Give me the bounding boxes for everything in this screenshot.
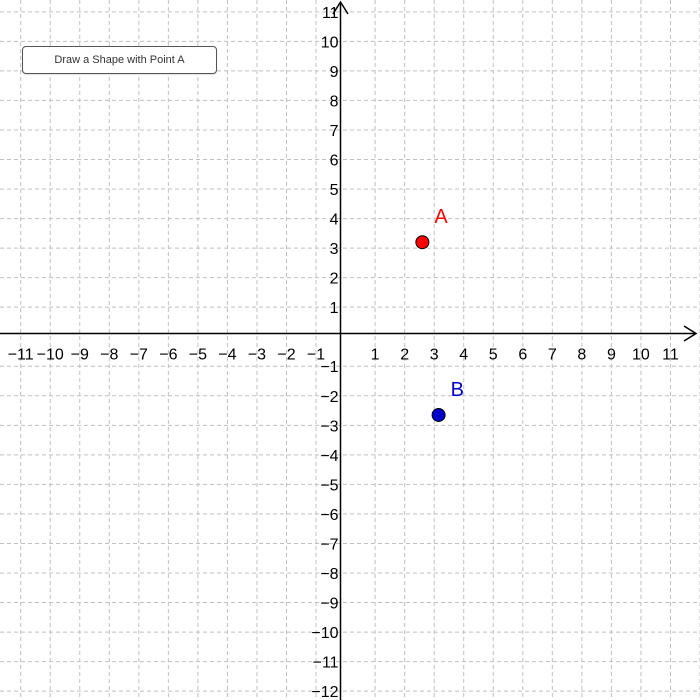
x-tick-label: −10 <box>37 347 64 364</box>
y-tick-label: 4 <box>330 212 339 229</box>
y-tick-label: −2 <box>320 389 338 406</box>
x-tick-label: −2 <box>277 347 295 364</box>
y-tick-label: −6 <box>320 507 338 524</box>
x-tick-label: −7 <box>130 347 148 364</box>
y-tick-label: 6 <box>330 152 339 169</box>
y-tick-label: 5 <box>330 182 339 199</box>
y-tick-label: 10 <box>321 34 339 51</box>
x-tick-label: −1 <box>307 347 325 364</box>
x-tick-label: 7 <box>548 347 557 364</box>
y-tick-labels: 11 10 9 8 7 6 5 4 3 2 1 −1 −2 −3 −4 −5 −6 −7 −8 −9 −10 −11 −12 <box>311 5 338 700</box>
x-tick-label: 5 <box>489 347 498 364</box>
y-tick-label: 11 <box>322 5 339 22</box>
x-tick-label: −6 <box>159 347 177 364</box>
points[interactable]: AB <box>415 206 464 422</box>
point-a[interactable] <box>415 235 430 250</box>
x-tick-label: −4 <box>218 347 236 364</box>
x-tick-label: −9 <box>71 347 89 364</box>
y-tick-label: −3 <box>320 418 338 435</box>
point-b-label: B <box>451 379 464 401</box>
y-tick-label: 8 <box>330 93 339 110</box>
y-tick-label: −12 <box>311 684 338 700</box>
x-tick-label: 6 <box>518 347 527 364</box>
point-a-label: A <box>434 206 448 228</box>
x-tick-label: 3 <box>430 347 439 364</box>
y-tick-label: 9 <box>330 64 339 81</box>
x-tick-label: 9 <box>607 347 616 364</box>
y-tick-label: 2 <box>330 271 339 288</box>
x-tick-labels: −11 −10 −9 −8 −7 −6 −5 −4 −3 −2 −1 1 2 3 4 5 6 7 8 9 10 11 <box>8 347 679 364</box>
draw-shape-button[interactable]: Draw a Shape with Point A <box>22 46 217 74</box>
x-tick-label: −8 <box>100 347 118 364</box>
y-axis-arrow-icon <box>332 0 349 15</box>
point-b[interactable] <box>431 407 446 422</box>
y-tick-label: 7 <box>330 123 339 140</box>
x-tick-label: 8 <box>577 347 586 364</box>
y-tick-label: −5 <box>320 477 338 494</box>
y-tick-label: 3 <box>330 241 339 258</box>
x-tick-label: −3 <box>248 347 266 364</box>
x-tick-label: 4 <box>459 347 468 364</box>
y-tick-label: −7 <box>320 536 338 553</box>
x-tick-label: 10 <box>632 347 650 364</box>
y-tick-label: −11 <box>313 655 339 672</box>
y-tick-label: −8 <box>320 566 338 583</box>
y-tick-label: −4 <box>320 448 338 465</box>
x-tick-label: 1 <box>371 347 380 364</box>
x-axis-arrow-icon <box>683 325 698 342</box>
x-tick-label: 2 <box>400 347 409 364</box>
y-tick-label: 1 <box>330 300 339 317</box>
x-tick-label: 11 <box>662 347 679 364</box>
y-tick-label: −10 <box>311 625 338 642</box>
y-tick-label: −1 <box>320 359 338 376</box>
x-tick-label: −11 <box>8 347 34 364</box>
y-tick-label: −9 <box>320 596 338 613</box>
x-tick-label: −5 <box>189 347 207 364</box>
